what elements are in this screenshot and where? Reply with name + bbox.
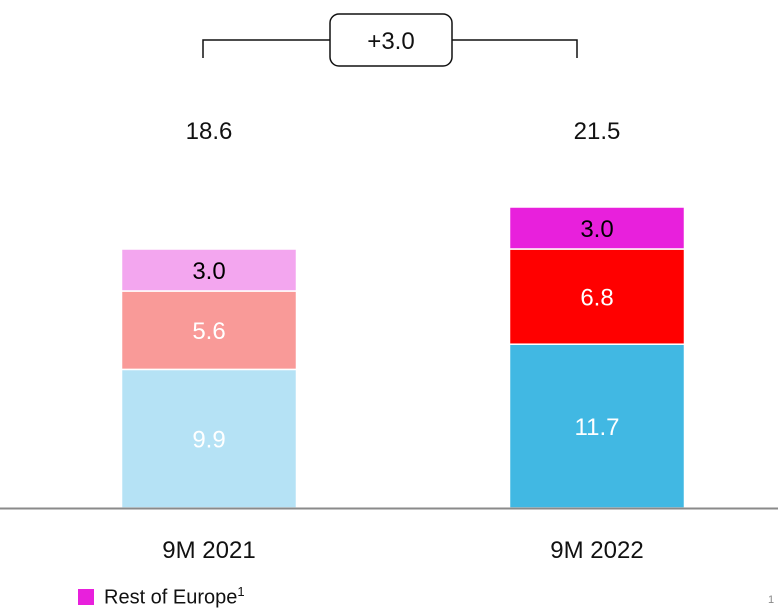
- bar-segment-1-2: [508, 206, 686, 250]
- total-label-1: 21.5: [574, 118, 621, 145]
- segment-label-1-1: 6.8: [580, 285, 613, 312]
- segment-label-1-2: 3.0: [580, 216, 613, 243]
- delta-bracket-right: [452, 39, 578, 58]
- legend-label-text: Rest of Europe: [104, 586, 238, 609]
- category-label-1: 9M 2022: [550, 537, 643, 564]
- delta-box: [329, 13, 453, 67]
- bar-segment-1-0: [508, 343, 686, 509]
- segment-label-0-2: 3.0: [192, 258, 225, 285]
- bar-segment-0-1: [120, 290, 298, 371]
- category-label-0: 9M 2021: [162, 537, 255, 564]
- bar-segment-1-1: [508, 248, 686, 345]
- legend-superscript: 1: [237, 584, 245, 599]
- footnote-mark: 1: [768, 594, 775, 606]
- bar-segment-0-2: [120, 248, 298, 292]
- delta-bracket-left: [202, 39, 330, 58]
- legend: Rest of Europe1: [78, 584, 245, 610]
- legend-swatch-rest-of-europe: [78, 588, 94, 605]
- delta-label: +3.0: [367, 28, 414, 55]
- segment-label-0-0: 9.9: [192, 427, 225, 454]
- legend-label: Rest of Europe1: [104, 584, 245, 610]
- segment-label-1-0: 11.7: [575, 414, 620, 441]
- total-label-0: 18.6: [186, 118, 233, 145]
- bar-segment-0-0: [120, 368, 298, 509]
- segment-label-0-1: 5.6: [192, 318, 225, 345]
